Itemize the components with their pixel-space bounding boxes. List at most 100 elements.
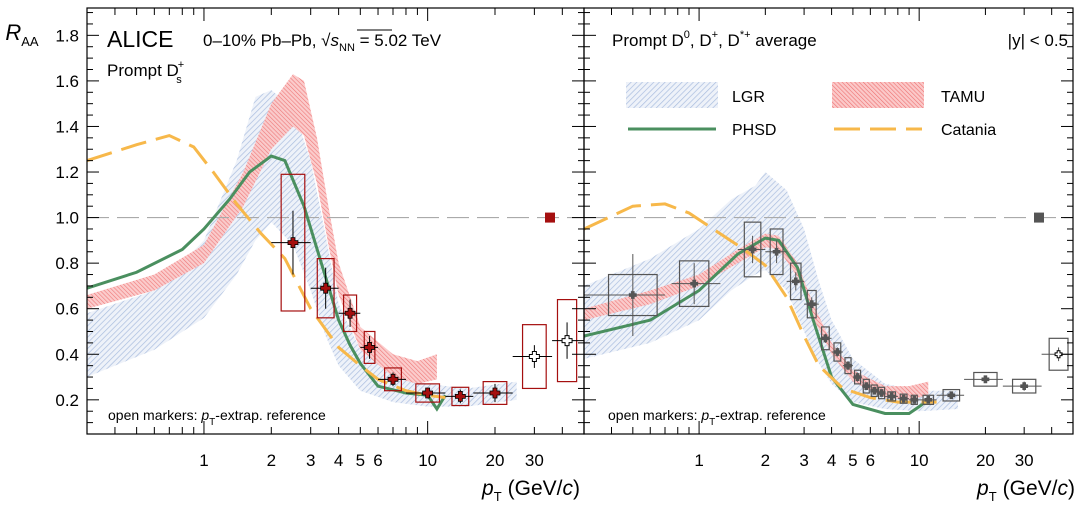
right-data-point <box>584 254 665 337</box>
right-normalization-box <box>1034 212 1044 223</box>
rapidity-label: |y| < 0.5 <box>1008 31 1068 50</box>
right-data-point <box>671 260 721 308</box>
right-filled-marker <box>947 391 956 400</box>
right-filled-marker <box>924 395 933 404</box>
y-tick-label: 1.4 <box>55 117 79 136</box>
right-frame <box>583 7 1074 435</box>
right-filled-marker <box>899 394 908 403</box>
y-tick-label: 1.8 <box>55 26 79 45</box>
y-tick-label: 1.0 <box>55 209 79 228</box>
right-filled-marker <box>910 395 919 404</box>
y-tick-label: 1.2 <box>55 163 79 182</box>
y-tick-label: 0.2 <box>55 391 79 410</box>
right-phsd-curve <box>584 236 930 415</box>
right-filled-marker <box>833 348 842 356</box>
left-x-tick-label: 3 <box>306 451 315 470</box>
right-data-point <box>831 342 843 362</box>
left-filled-marker <box>364 342 375 353</box>
left-open-marker <box>561 335 573 347</box>
right-data-point <box>919 394 937 405</box>
right-catania-curve <box>584 202 937 404</box>
right-filled-marker <box>862 382 871 391</box>
right-footnote: open markers: pT-extrap. reference <box>608 407 826 428</box>
left-filled-marker <box>489 387 501 399</box>
right-filled-marker <box>877 389 886 397</box>
legend-tamu-label: TAMU <box>941 89 985 106</box>
left-data-point <box>338 294 361 333</box>
axes-frame: 1 2 3 4 5 6 10 20 30 1 2 3 4 5 6 10 20 300.20.40.60.81.01… <box>55 7 1074 470</box>
left-filled-marker <box>320 282 332 294</box>
left-filled-marker <box>422 387 434 399</box>
right-model-lines <box>584 202 937 415</box>
left-data-point <box>512 324 553 390</box>
y-axis-title: RAA <box>5 20 39 49</box>
right-data-point <box>818 326 832 351</box>
left-data-point <box>310 257 339 319</box>
left-filled-marker <box>344 307 356 319</box>
right-x-tick-label: 4 <box>827 451 836 470</box>
right-filled-marker <box>981 375 990 384</box>
right-data-point <box>862 378 871 394</box>
right-data-point <box>1002 378 1042 394</box>
right-filled-marker <box>791 277 800 286</box>
right-data-point <box>786 262 805 301</box>
left-filled-marker <box>287 237 299 249</box>
right-data-point <box>852 369 863 385</box>
right-tamu-band <box>584 233 929 400</box>
left-data-point <box>360 330 379 364</box>
left-data-point <box>271 173 311 312</box>
right-data-point <box>804 289 819 319</box>
right-filled-marker <box>1020 382 1029 391</box>
legend-tamu-swatch <box>832 82 924 108</box>
left-x-tick-label: 6 <box>373 451 382 470</box>
left-x-tick-label: 2 <box>267 451 276 470</box>
left-filled-marker <box>387 373 399 385</box>
legend-lgr-label: LGR <box>732 89 765 106</box>
left-x-tick-label: 4 <box>334 451 343 470</box>
left-data-point <box>378 367 406 392</box>
left-x-tick-label: 1 <box>199 451 208 470</box>
left-footnote: open markers: pT-extrap. reference <box>108 407 326 428</box>
left-x-tick-label: 30 <box>525 451 544 470</box>
right-data-point <box>765 228 787 276</box>
right-x-tick-label: 6 <box>866 451 875 470</box>
right-data-point <box>885 391 898 402</box>
right-filled-marker <box>821 334 830 343</box>
x-axis-title-left: pT (GeV/c) <box>481 477 580 504</box>
y-tick-label: 0.4 <box>55 345 79 364</box>
right-filled-marker <box>772 247 781 256</box>
right-data-point <box>897 393 910 404</box>
right-open-marker <box>1054 350 1063 359</box>
right-filled-marker <box>807 300 816 309</box>
right-filled-marker <box>628 291 637 299</box>
left-x-tick-label: 20 <box>486 451 505 470</box>
left-x-tick-label: 10 <box>418 451 437 470</box>
right-data-point <box>964 371 1003 387</box>
right-x-tick-label: 30 <box>1015 451 1034 470</box>
right-data-point <box>842 357 853 375</box>
left-filled-marker <box>454 391 466 402</box>
right-x-tick-label: 20 <box>976 451 995 470</box>
left-data-point <box>552 298 584 383</box>
legend-catania-label: Catania <box>941 122 996 139</box>
y-tick-label: 0.6 <box>55 300 79 319</box>
left-tamu-band <box>87 74 437 384</box>
right-data-point <box>936 388 965 402</box>
right-x-tick-label: 10 <box>910 451 929 470</box>
legend: LGR TAMU PHSD Catania <box>626 82 996 139</box>
right-filled-marker <box>748 245 757 254</box>
left-data-point <box>405 383 446 403</box>
left-model-bands <box>87 74 517 407</box>
right-data-point <box>909 394 920 405</box>
right-x-tick-label: 3 <box>799 451 808 470</box>
right-filled-marker <box>690 279 699 288</box>
x-axis-title-right: pT (GeV/c) <box>976 477 1075 504</box>
legend-lgr-swatch <box>626 82 718 108</box>
left-lgr-band <box>87 90 517 407</box>
left-x-tick-label: 5 <box>356 451 365 470</box>
right-filled-marker <box>844 361 852 370</box>
experiment-label: ALICE <box>107 26 173 52</box>
right-x-tick-label: 1 <box>694 451 703 470</box>
y-tick-label: 0.8 <box>55 254 79 273</box>
